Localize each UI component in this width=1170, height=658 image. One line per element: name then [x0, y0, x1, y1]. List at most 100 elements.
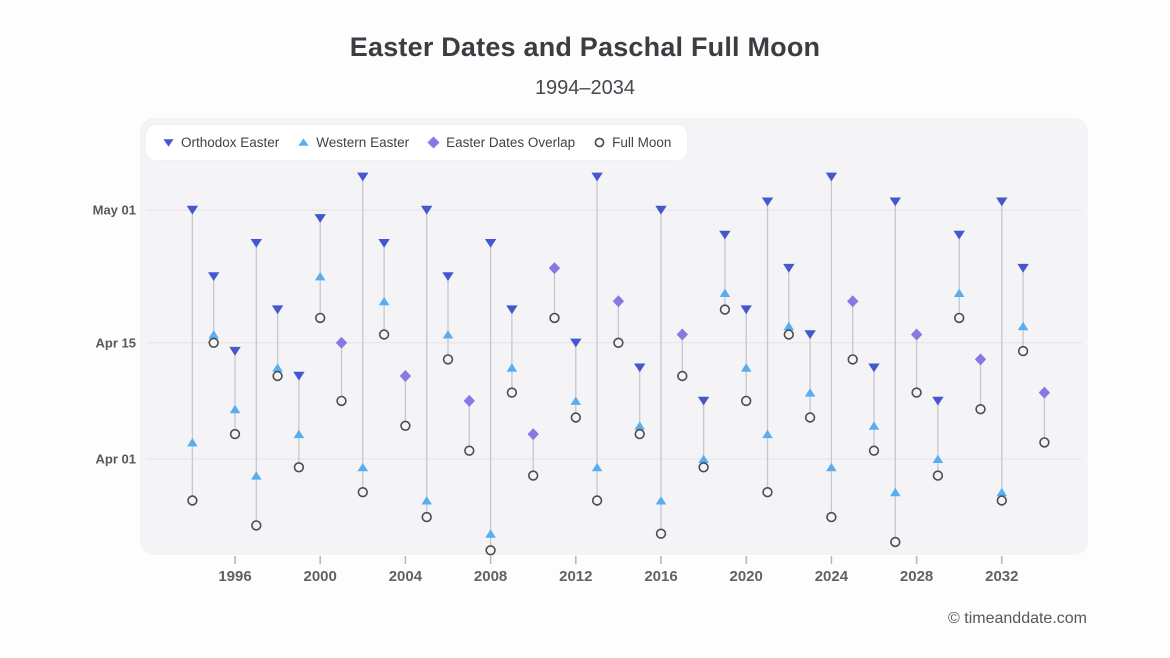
orthodox-easter-marker: [314, 214, 326, 223]
orthodox-easter-marker: [229, 346, 241, 356]
orthodox-easter-marker: [442, 272, 454, 281]
full-moon-marker: [783, 329, 794, 340]
orthodox-easter-marker: [208, 272, 220, 281]
full-moon-marker: [719, 304, 731, 315]
orthodox-easter-marker: [634, 363, 646, 373]
full-moon-marker: [591, 495, 603, 506]
orthodox-easter-marker: [484, 239, 497, 248]
full-moon-marker: [1017, 345, 1029, 357]
orthodox-easter-marker: [506, 305, 518, 315]
western-easter-marker: [272, 363, 283, 372]
full-moon-marker: [890, 536, 901, 548]
western-easter-marker: [740, 363, 752, 372]
legend-item-full-moon: Full Moon: [593, 135, 671, 150]
western-easter-marker: [655, 496, 667, 505]
western-easter-marker: [187, 438, 198, 447]
full-moon-marker: [506, 387, 518, 398]
easter-overlap-marker: [335, 336, 348, 349]
orthodox-easter-marker: [697, 396, 710, 406]
western-easter-marker: [208, 330, 219, 339]
easter-overlap-marker: [463, 394, 475, 407]
chart-legend: Orthodox Easter Western Easter Easter Da…: [146, 125, 688, 160]
western-easter-marker: [634, 421, 645, 430]
western-easter-marker: [229, 404, 241, 414]
full-moon-marker: [421, 511, 432, 523]
x-axis-label: 2020: [730, 568, 763, 585]
orthodox-easter-marker: [357, 172, 369, 182]
easter-overlap-marker: [974, 353, 987, 366]
orthodox-easter-marker: [719, 230, 731, 240]
easter-overlap-marker: [612, 295, 625, 308]
plot-area-panel: [140, 118, 1088, 555]
full-moon-marker: [804, 412, 816, 423]
full-moon-marker: [293, 462, 305, 473]
orthodox-easter-marker: [1017, 263, 1029, 273]
full-moon-icon: [594, 137, 605, 148]
western-easter-marker: [506, 363, 518, 372]
western-easter-marker: [804, 388, 816, 397]
western-easter-marker: [293, 429, 305, 439]
western-easter-marker: [421, 496, 432, 505]
full-moon-marker: [229, 428, 241, 440]
x-axis-label: 2004: [389, 568, 423, 585]
western-easter-marker: [719, 288, 731, 297]
chart-title: Easter Dates and Paschal Full Moon: [349, 32, 821, 62]
x-axis-label: 2008: [474, 568, 507, 585]
full-moon-marker: [677, 370, 688, 382]
western-easter-icon: [298, 138, 309, 146]
full-moon-marker: [996, 495, 1007, 506]
easter-overlap-icon: [427, 136, 440, 149]
full-moon-marker: [527, 470, 539, 481]
orthodox-easter-marker: [655, 205, 667, 215]
full-moon-marker: [208, 337, 219, 348]
legend-label: Western Easter: [316, 135, 410, 150]
easter-overlap-marker: [910, 328, 923, 341]
orthodox-easter-marker: [932, 396, 944, 406]
full-moon-marker: [336, 395, 347, 407]
orthodox-easter-marker: [293, 371, 305, 381]
x-axis-label: 2024: [815, 568, 849, 585]
orthodox-easter-marker: [953, 230, 965, 240]
full-moon-marker: [698, 462, 709, 473]
western-easter-marker: [826, 462, 837, 472]
full-moon-marker: [826, 511, 837, 523]
western-easter-marker: [762, 429, 773, 439]
full-moon-marker: [464, 445, 475, 456]
orthodox-easter-marker: [761, 197, 774, 207]
orthodox-easter-marker: [250, 239, 262, 248]
legend-item-easter-dates-overlap: Easter Dates Overlap: [427, 135, 575, 150]
orthodox-easter-marker: [783, 263, 795, 273]
orthodox-easter-marker: [740, 305, 752, 315]
orthodox-easter-marker: [591, 172, 603, 182]
orthodox-easter-marker: [271, 305, 284, 315]
legend-label: Easter Dates Overlap: [446, 135, 576, 150]
x-axis-label: 2028: [900, 568, 933, 585]
full-moon-marker: [251, 520, 262, 531]
western-easter-marker: [314, 272, 326, 281]
full-moon-marker: [868, 445, 880, 456]
full-moon-marker: [911, 387, 922, 398]
legend-label: Full Moon: [612, 135, 672, 150]
legend-item-orthodox-easter: Orthodox Easter: [162, 135, 279, 150]
easter-overlap-marker: [527, 428, 539, 441]
orthodox-easter-marker: [804, 330, 816, 340]
western-easter-marker: [996, 487, 1008, 497]
western-easter-marker: [570, 396, 582, 405]
western-easter-marker: [1017, 321, 1029, 331]
orthodox-easter-marker: [868, 363, 880, 373]
full-moon-marker: [762, 487, 773, 498]
full-moon-marker: [549, 312, 560, 324]
orthodox-easter-marker: [825, 172, 838, 182]
western-easter-marker: [485, 529, 496, 538]
full-moon-marker: [272, 370, 283, 382]
full-moon-marker: [187, 495, 198, 506]
western-easter-marker: [932, 454, 944, 463]
western-easter-marker: [953, 288, 965, 297]
orthodox-easter-marker: [378, 239, 390, 248]
full-moon-marker: [485, 545, 496, 556]
full-moon-marker: [634, 428, 645, 440]
western-easter-marker: [868, 421, 880, 430]
legend-label: Orthodox Easter: [181, 135, 280, 150]
